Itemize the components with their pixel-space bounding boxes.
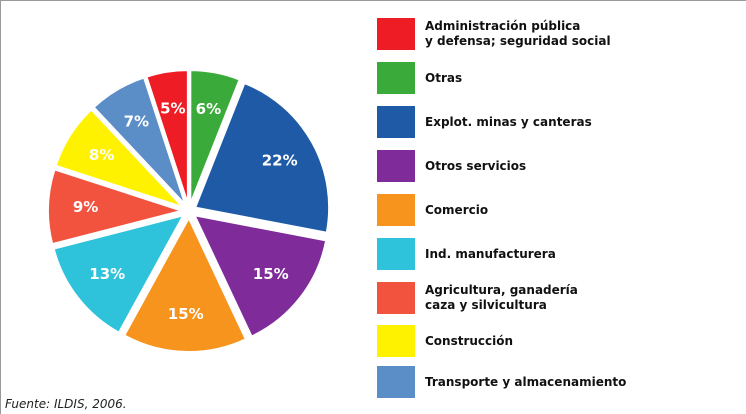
pie-slice: [192, 213, 328, 338]
legend-item: Construcción: [377, 324, 513, 358]
slice-label: 8%: [89, 146, 114, 164]
legend-label: Construcción: [425, 333, 514, 348]
legend-item: Otros servicios: [377, 149, 526, 183]
legend-swatch: [377, 106, 415, 138]
slice-label: 13%: [89, 265, 125, 283]
legend-swatch: [377, 282, 415, 314]
legend-label: Ind. manufacturera: [425, 246, 556, 261]
slice-label: 22%: [262, 152, 298, 170]
legend-swatch: [377, 194, 415, 226]
slice-label: 15%: [168, 305, 204, 323]
legend-item: Ind. manufacturera: [377, 237, 556, 271]
pie-slice: [47, 168, 186, 246]
slice-label: 5%: [160, 99, 185, 117]
pie-slice: [145, 69, 189, 205]
legend-label: Agricultura, ganadería caza y silvicultu…: [425, 283, 578, 312]
legend-item: Transporte y almacenamiento: [377, 365, 626, 399]
legend-swatch: [377, 62, 415, 94]
legend-swatch: [377, 150, 415, 182]
legend-label: Explot. minas y canteras: [425, 114, 592, 129]
legend-item: Otras: [377, 61, 462, 95]
slice-label: 15%: [253, 265, 289, 283]
legend-label: Comercio: [425, 202, 489, 217]
slice-label: 7%: [124, 112, 149, 130]
legend-item: Agricultura, ganadería caza y silvicultu…: [377, 281, 578, 315]
slice-label: 9%: [73, 198, 98, 216]
pie-slice: [92, 76, 187, 206]
pie-slice: [54, 108, 184, 209]
slice-label: 6%: [196, 100, 221, 118]
legend-swatch: [377, 238, 415, 270]
pie: 5% 6% 22% 15% 15% 13% 9% 8% 7%: [47, 69, 331, 353]
legend-label: Administración pública y defensa; seguri…: [425, 19, 611, 48]
pie-slice: [193, 81, 331, 234]
legend-item: Explot. minas y canteras: [377, 105, 592, 139]
legend-label: Transporte y almacenamiento: [425, 374, 627, 389]
legend-swatch: [377, 18, 415, 50]
pie-slice: [189, 69, 241, 205]
legend-label: Otros servicios: [425, 158, 527, 173]
pie-slice: [52, 213, 186, 335]
pie-slice: [122, 215, 248, 353]
source-note: Fuente: ILDIS, 2006.: [5, 397, 127, 411]
legend-item: Administración pública y defensa; seguri…: [377, 17, 611, 51]
legend-item: Comercio: [377, 193, 488, 227]
legend-swatch: [377, 366, 415, 398]
legend-label: Otras: [425, 70, 463, 85]
legend-swatch: [377, 325, 415, 357]
